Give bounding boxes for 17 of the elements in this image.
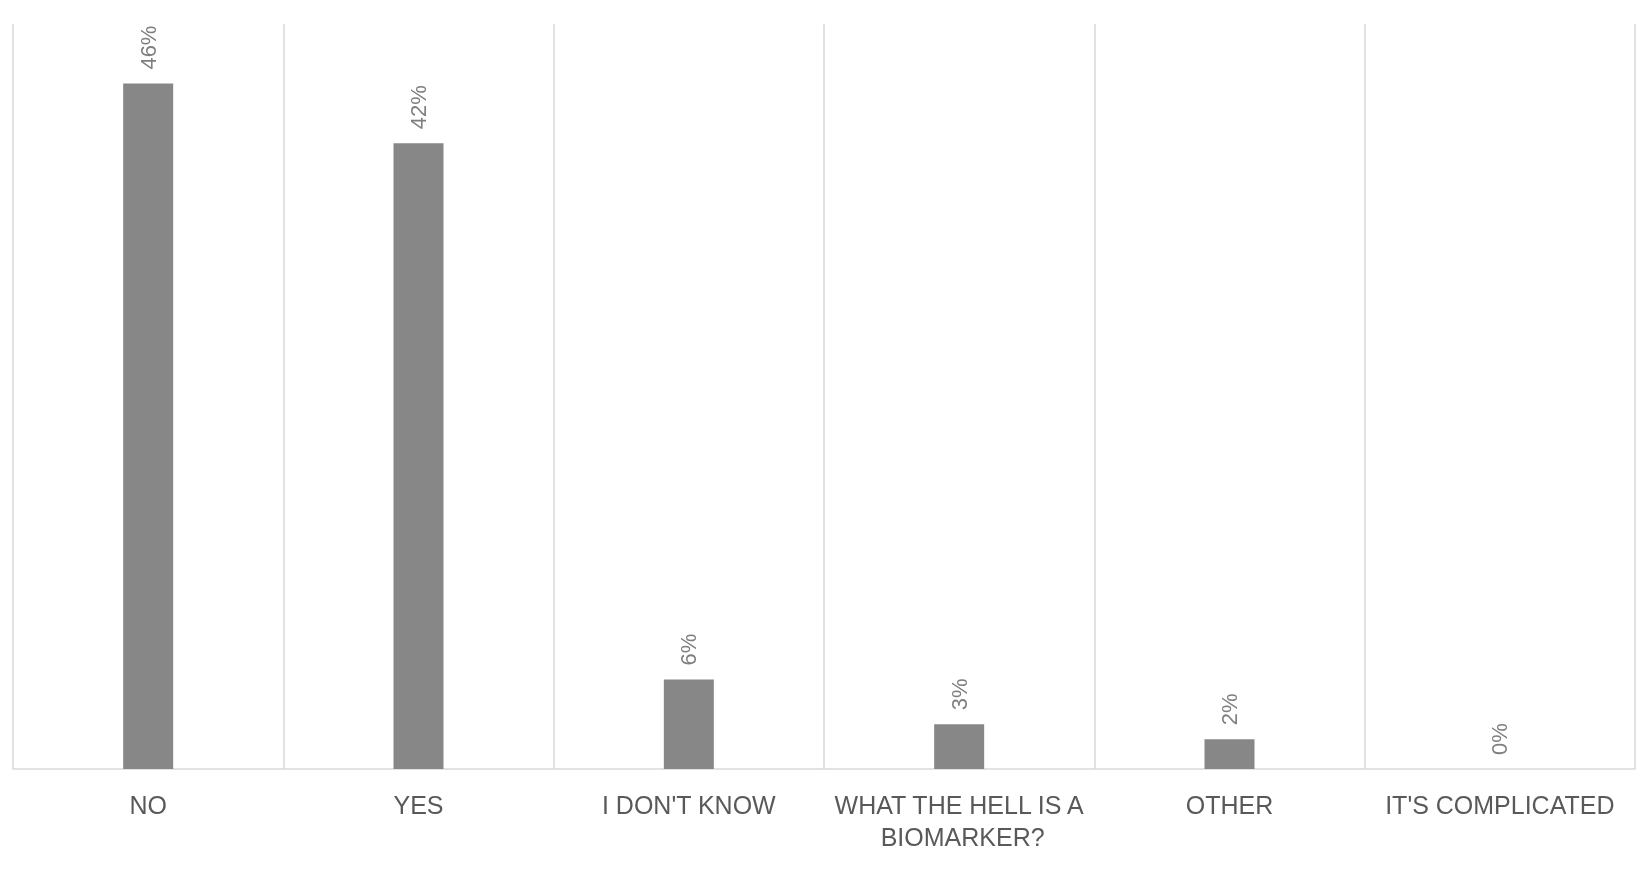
x-tick-label: I DON'T KNOW	[601, 791, 777, 819]
bar	[1204, 739, 1255, 769]
x-tick-label: IT'S COMPLICATED	[1385, 791, 1615, 819]
data-label: 6%	[676, 633, 702, 666]
data-label: 3%	[946, 678, 972, 711]
data-label: 42%	[406, 85, 431, 130]
x-tick-label: OTHER	[1185, 791, 1274, 819]
data-label: 46%	[135, 25, 161, 70]
x-tick-label: NO	[129, 791, 167, 819]
data-label: 2%	[1217, 693, 1242, 726]
bar	[934, 724, 985, 769]
bar	[663, 679, 714, 769]
bar	[393, 143, 444, 769]
data-label: 0%	[1487, 723, 1513, 755]
x-tick-label: YES	[393, 791, 444, 819]
bar	[123, 83, 174, 769]
x-tick-label: WHAT THE HELL IS A BIOMARKER?	[834, 791, 1085, 851]
